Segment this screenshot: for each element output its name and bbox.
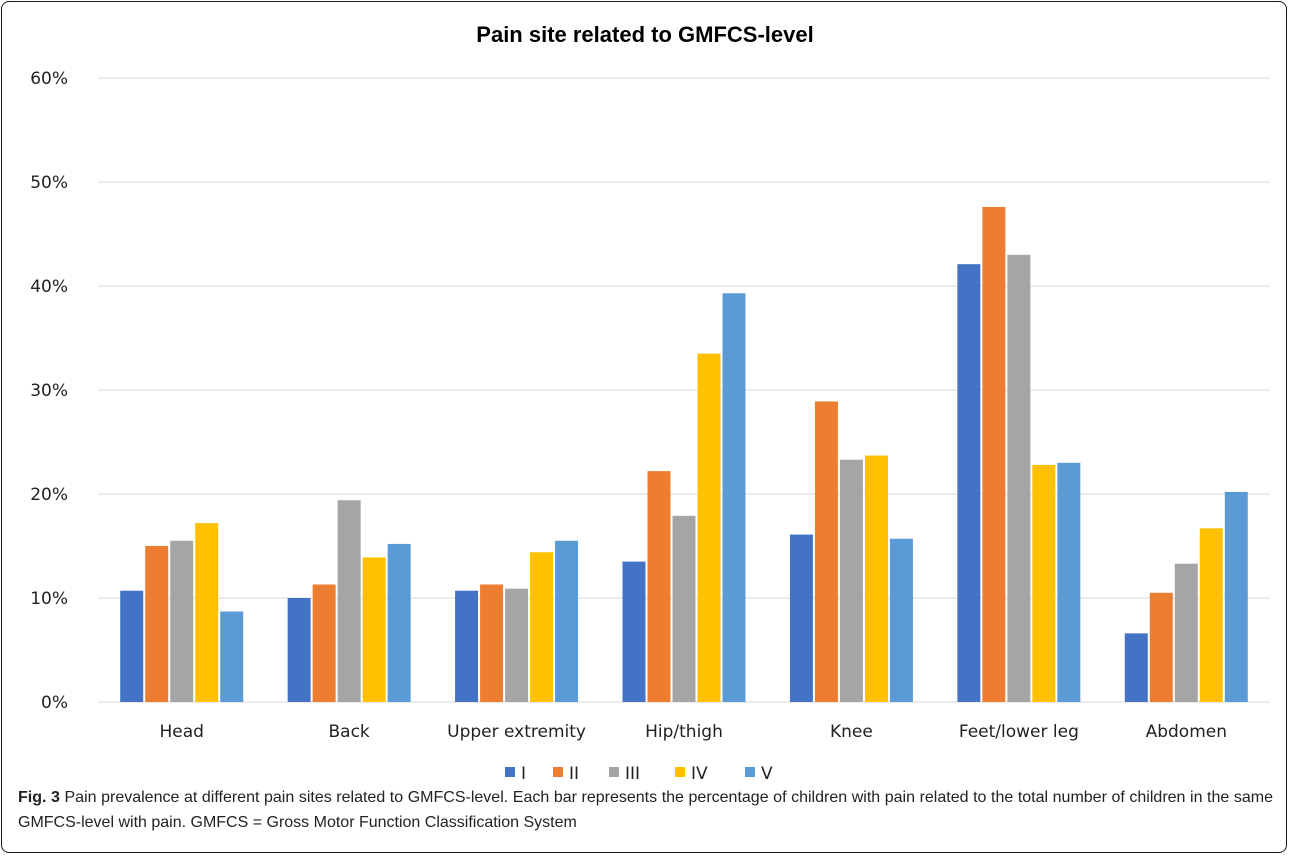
bar-i-0 [120, 590, 144, 702]
bar-v-1 [387, 543, 411, 702]
bar-ii-3 [647, 471, 671, 702]
bar-ii-5 [982, 206, 1006, 702]
bar-v-2 [555, 540, 579, 702]
bar-ii-1 [312, 584, 336, 702]
x-category-label: Hip/thigh [645, 722, 723, 742]
bar-i-2 [455, 590, 479, 702]
bar-v-6 [1224, 491, 1248, 702]
chart-title: Pain site related to GMFCS-level [476, 22, 813, 47]
bar-iii-1 [337, 500, 361, 702]
x-axis-labels: Head Back Upper extremity Hip/thigh Knee Feet… [159, 722, 1227, 742]
bar-ii-6 [1149, 592, 1173, 702]
x-category-label: Abdomen [1146, 722, 1227, 742]
y-tick-label: 20% [30, 485, 68, 505]
bar-iv-6 [1199, 528, 1223, 702]
bar-v-5 [1057, 462, 1081, 702]
bar-iv-4 [864, 455, 888, 702]
x-category-label: Upper extremity [447, 722, 586, 742]
legend-label: I [521, 764, 526, 784]
y-tick-label: 40% [30, 277, 68, 297]
bar-v-4 [889, 538, 913, 702]
bar-iii-4 [839, 459, 863, 702]
bar-ii-4 [814, 401, 838, 702]
x-category-label: Back [329, 722, 370, 742]
y-tick-label: 0% [41, 693, 68, 713]
caption-label: Fig. 3 [18, 789, 60, 806]
bar-iv-1 [362, 557, 386, 702]
x-category-label: Head [159, 722, 203, 742]
bar-iii-6 [1174, 563, 1198, 702]
bar-i-3 [622, 561, 646, 702]
legend-swatch-iv [675, 767, 685, 777]
x-category-label: Feet/lower leg [959, 722, 1079, 742]
y-tick-label: 30% [30, 381, 68, 401]
x-category-label: Knee [830, 722, 873, 742]
bar-iv-3 [697, 353, 721, 702]
bar-iii-0 [170, 540, 194, 702]
legend-label: V [761, 764, 773, 784]
bar-iii-3 [672, 515, 696, 702]
bar-i-5 [957, 264, 981, 702]
legend-label: II [569, 764, 579, 784]
legend-swatch-i [505, 767, 515, 777]
bar-i-4 [789, 534, 813, 702]
bar-iv-2 [530, 552, 554, 702]
legend-swatch-v [745, 767, 755, 777]
bar-iii-2 [505, 588, 529, 702]
bar-iv-0 [195, 523, 219, 702]
figure-caption: Fig. 3 Pain prevalence at different pain… [18, 785, 1273, 835]
y-tick-label: 60% [30, 69, 68, 89]
bar-v-3 [722, 293, 746, 702]
bar-ii-2 [480, 584, 504, 702]
bar-iv-5 [1032, 464, 1056, 702]
y-tick-label: 10% [30, 589, 68, 609]
legend: I II III IV V [505, 764, 773, 784]
bar-v-0 [220, 611, 244, 702]
bar-ii-0 [145, 546, 169, 702]
y-tick-label: 50% [30, 173, 68, 193]
caption-text: Pain prevalence at different pain sites … [18, 789, 1274, 831]
y-axis-ticks: 0% 10% 20% 30% 40% 50% 60% [30, 69, 68, 713]
bar-chart: Pain site related to GMFCS-level 0% 10% 20… [30, 22, 1270, 784]
bar-i-6 [1124, 633, 1148, 702]
legend-label: IV [691, 764, 708, 784]
legend-swatch-ii [553, 767, 563, 777]
bar-i-1 [287, 598, 311, 702]
legend-label: III [625, 764, 640, 784]
bars [120, 206, 1248, 703]
bar-iii-5 [1007, 254, 1031, 703]
legend-swatch-iii [609, 767, 619, 777]
